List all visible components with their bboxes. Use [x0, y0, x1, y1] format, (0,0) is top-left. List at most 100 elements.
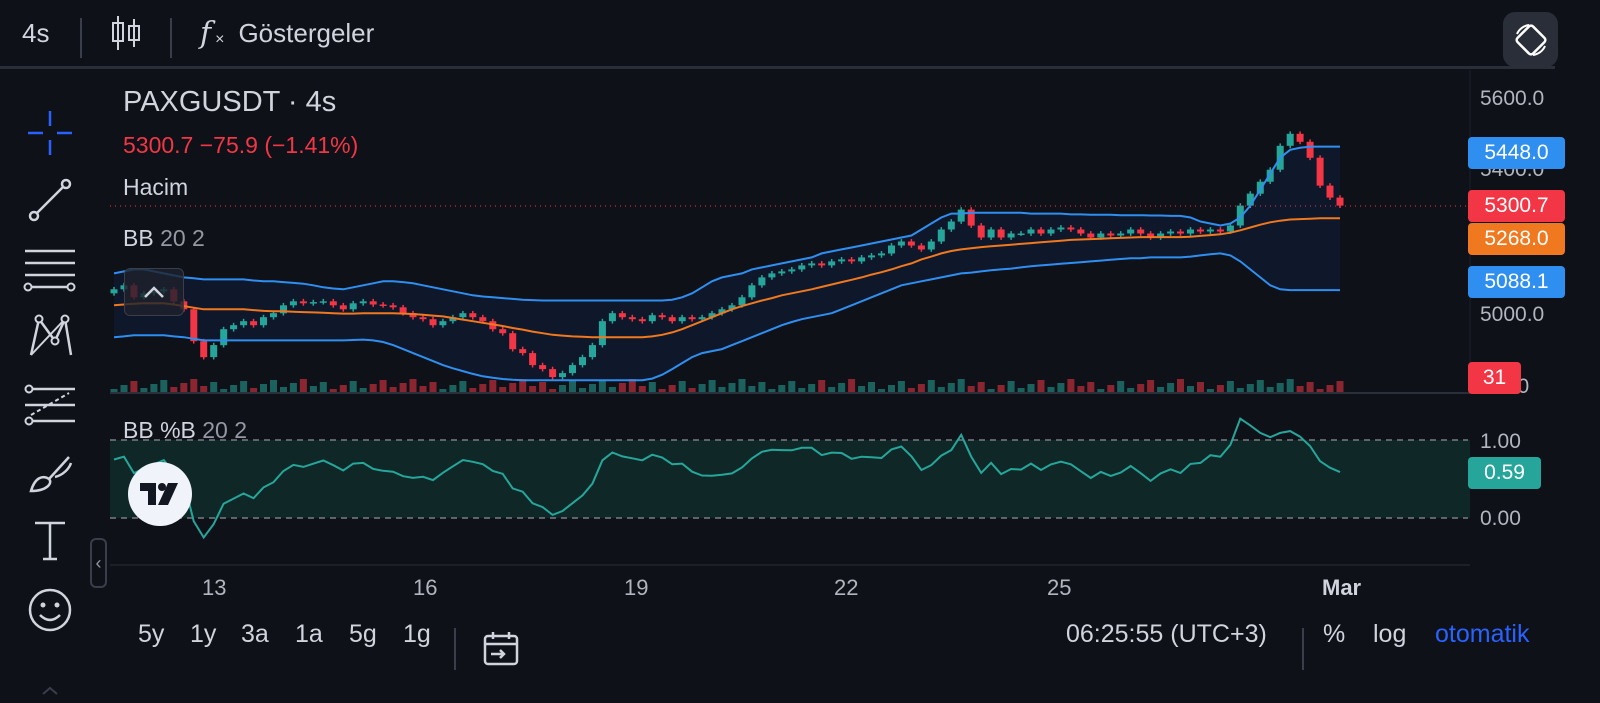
volume-bar [1266, 387, 1274, 392]
calendar-goto-icon [483, 632, 519, 666]
volume-bar [409, 379, 417, 392]
goto-date-button[interactable] [482, 630, 520, 675]
collapse-legend-button[interactable] [124, 268, 184, 316]
candle-body [1316, 157, 1324, 186]
volume-bar [270, 380, 277, 392]
range-3a[interactable]: 3a [241, 620, 269, 648]
candle-body [1037, 229, 1045, 234]
candle-body [1206, 229, 1214, 232]
volume-bar [1246, 384, 1254, 392]
volume-bar [1336, 381, 1344, 392]
brush-tool[interactable] [20, 444, 80, 500]
volume-bar [449, 385, 457, 392]
volume-bar [1047, 387, 1055, 392]
range-1y[interactable]: 1y [190, 620, 217, 648]
candle-body [1047, 229, 1055, 234]
candle-body [598, 321, 606, 346]
toolbar-border [0, 66, 1555, 69]
volume-bar [309, 386, 317, 392]
volume-bar [329, 389, 337, 392]
horizontal-lines-tool[interactable] [20, 240, 80, 296]
range-5y[interactable]: 5y [138, 620, 165, 648]
candle-body [559, 373, 566, 378]
volume-bar [1326, 385, 1334, 392]
text-icon [35, 521, 65, 561]
tradingview-logo[interactable] [128, 462, 192, 526]
volume-bar [369, 384, 377, 392]
clock-timezone[interactable]: 06:25:55 (UTC+3) [1066, 620, 1267, 648]
pb-band-fill [110, 440, 1470, 518]
symbol-title[interactable]: PAXGUSDT · 4s [123, 86, 337, 118]
candle-body [579, 357, 586, 366]
collapse-toolbar-button[interactable]: ‹ [90, 538, 107, 588]
candle-body [828, 261, 836, 266]
candle-body [1256, 181, 1264, 194]
auto-scale-toggle[interactable]: otomatik [1435, 620, 1530, 648]
volume-legend[interactable]: Hacim [123, 174, 189, 200]
volume-bar [359, 388, 367, 392]
more-tools-caret[interactable] [20, 660, 80, 703]
volume-bar [708, 380, 716, 392]
rotate-screen-button[interactable] [1503, 12, 1558, 67]
candle-body [369, 301, 377, 305]
candle-body [977, 225, 985, 238]
volume-bar [319, 382, 327, 392]
volume-bar [808, 384, 816, 392]
volume-bar [379, 380, 387, 392]
volume-bar [479, 384, 487, 392]
range-1g[interactable]: 1g [403, 620, 431, 648]
volume-bar [1296, 386, 1304, 392]
candle-body [210, 345, 218, 358]
volume-bar [120, 385, 128, 392]
bb-legend[interactable]: BB 20 2 [123, 225, 205, 252]
emoji-tool[interactable] [20, 582, 80, 638]
volume-bar [818, 380, 826, 392]
volume-bar [987, 389, 995, 392]
volume-bar [718, 387, 726, 392]
volume-bar [399, 383, 407, 392]
candle-body [449, 317, 457, 322]
volume-bar [868, 382, 875, 392]
pattern-tool[interactable] [20, 308, 80, 364]
candle-body [997, 229, 1005, 238]
candle-body [658, 315, 666, 318]
candle-body [868, 255, 875, 258]
candle-body [648, 315, 656, 322]
candle-body [1246, 193, 1254, 206]
volume-bar [130, 381, 138, 392]
candle-body [888, 245, 895, 254]
volume-bar [1316, 389, 1324, 392]
bb-lower-line [113, 252, 1340, 382]
candle-body [399, 307, 407, 314]
log-toggle[interactable]: log [1373, 620, 1407, 648]
candle-body [1087, 233, 1095, 238]
indicators-label: Göstergeler [238, 17, 375, 48]
volume-bar [1057, 383, 1065, 392]
chart-type-button[interactable] [110, 0, 142, 66]
interval-button[interactable]: 4s [22, 17, 50, 48]
forecast-tool[interactable] [20, 376, 80, 432]
volume-bar [589, 384, 596, 392]
candle-body [738, 297, 746, 306]
volume-bar [947, 383, 955, 392]
candle-body [429, 319, 437, 326]
tradingview-logo-icon [140, 483, 178, 505]
candle-body [319, 301, 327, 303]
crosshair-tool[interactable] [20, 105, 80, 161]
volume-bar [888, 385, 895, 392]
text-tool[interactable] [20, 512, 80, 568]
volume-bar [469, 388, 477, 392]
percent-toggle[interactable]: % [1323, 620, 1346, 648]
volume-bar [1216, 385, 1224, 392]
volume-bar [838, 383, 846, 392]
candle-body [419, 317, 427, 320]
volume-bar [579, 388, 586, 392]
indicators-button[interactable]: f × Göstergeler [200, 15, 375, 51]
candle-body [339, 305, 347, 310]
trendline-tool[interactable] [20, 172, 80, 228]
range-1a[interactable]: 1a [295, 620, 323, 648]
volume-bar [489, 380, 497, 392]
bbpb-legend[interactable]: BB %B 20 2 [123, 417, 247, 444]
range-5g[interactable]: 5g [349, 620, 377, 648]
